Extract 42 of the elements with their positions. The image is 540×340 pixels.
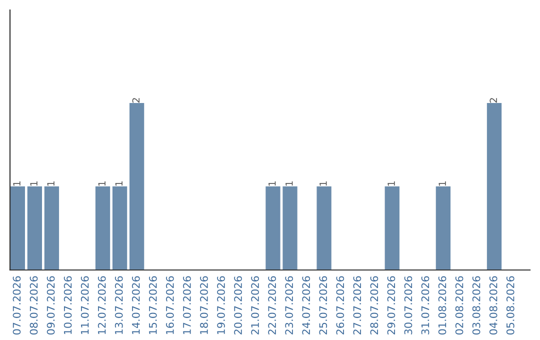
- x-tick-label: 29.07.2026: [387, 276, 396, 334]
- x-tick-label: 19.07.2026: [217, 276, 225, 334]
- x-tick-label: 03.08.2026: [472, 276, 480, 335]
- x-tick-label: 21.07.2026: [251, 276, 259, 334]
- x-tick-label: 04.08.2026: [489, 276, 498, 335]
- data-label: 1: [115, 181, 122, 186]
- data-label: 1: [320, 181, 327, 186]
- data-label: 1: [47, 181, 54, 186]
- data-label: 1: [30, 181, 38, 186]
- x-tick-label: 09.07.2026: [46, 276, 55, 335]
- x-tick-label: 28.07.2026: [370, 276, 378, 334]
- x-tick-label: 01.08.2026: [438, 276, 446, 335]
- x-tick-label: 07.07.2026: [12, 276, 21, 335]
- x-tick-label: 13.07.2026: [114, 276, 123, 334]
- x-tick-label: 24.07.2026: [302, 276, 310, 334]
- x-tick-label: 10.07.2026: [64, 276, 72, 334]
- x-tick-label: 11.07.2026: [80, 276, 89, 334]
- x-tick-label: 25.07.2026: [319, 276, 328, 334]
- x-tick-label: 08.07.2026: [30, 276, 38, 335]
- data-label: 1: [438, 181, 446, 186]
- x-tick-label: 16.07.2026: [166, 276, 174, 334]
- x-tick-label: 23.07.2026: [285, 276, 294, 334]
- data-label: 1: [13, 181, 20, 186]
- data-label: 2: [490, 98, 497, 103]
- data-label: 1: [388, 181, 395, 186]
- x-tick-label: 31.07.2026: [421, 276, 430, 334]
- x-tick-label: 02.08.2026: [455, 276, 464, 335]
- x-tick-label: 17.07.2026: [183, 276, 191, 334]
- x-tick-label: 22.07.2026: [268, 276, 276, 334]
- x-tick-label: 14.07.2026: [132, 276, 140, 334]
- x-tick-label: 27.07.2026: [353, 276, 362, 334]
- x-tick-label: 20.07.2026: [234, 276, 242, 334]
- data-label: 1: [98, 181, 106, 186]
- x-tick-label: 15.07.2026: [148, 276, 157, 334]
- data-label: 1: [286, 181, 293, 186]
- x-tick-label: 30.07.2026: [404, 276, 412, 334]
- x-tick-label: 05.08.2026: [506, 276, 514, 335]
- data-label: 2: [132, 98, 140, 103]
- x-tick-label: 26.07.2026: [336, 276, 344, 334]
- x-tick-label: 12.07.2026: [98, 276, 106, 334]
- x-tick-label: 18.07.2026: [200, 276, 208, 334]
- data-label: 1: [268, 181, 276, 186]
